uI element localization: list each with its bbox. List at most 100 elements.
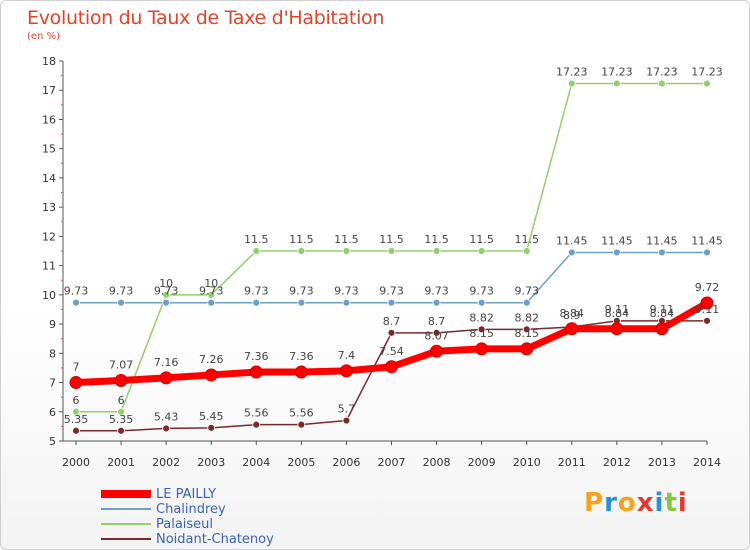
data-point [432, 298, 441, 307]
data-point [342, 416, 351, 425]
x-tick-label: 2008 [423, 456, 451, 469]
y-tick-label: 9 [49, 318, 56, 331]
data-label: 11.45 [691, 234, 723, 247]
x-tick-label: 2004 [242, 456, 270, 469]
data-label: 11.5 [244, 233, 269, 246]
x-tick-label: 2013 [648, 456, 676, 469]
data-point [207, 290, 216, 299]
data-point [703, 316, 711, 325]
x-tick-label: 2002 [152, 456, 180, 469]
data-point [658, 248, 666, 257]
data-point [612, 248, 621, 257]
x-tick-label: 2011 [558, 456, 586, 469]
logo-letter: x [636, 488, 655, 518]
data-point [700, 296, 714, 310]
data-label: 9.73 [334, 285, 359, 298]
y-tick-label: 18 [42, 55, 56, 68]
data-label: 11.5 [379, 233, 404, 246]
data-point [297, 298, 306, 307]
y-tick-label: 6 [49, 406, 56, 419]
data-label: 11.5 [424, 233, 449, 246]
data-label: 8.15 [469, 327, 494, 340]
data-labels-palaiseul: 6 6 10 10 11.5 11.5 11.5 11.5 11.5 11.5 11.5 17.23 1… [73, 66, 723, 407]
data-point [522, 325, 531, 334]
data-point [475, 342, 489, 356]
data-label: 5.45 [199, 410, 224, 423]
data-point [297, 247, 306, 255]
data-label: 7.26 [199, 353, 224, 366]
data-point [72, 426, 80, 435]
data-label: 11.5 [469, 233, 494, 246]
data-point [385, 360, 398, 374]
legend-label: Noidant-Chatenoy [156, 532, 274, 547]
data-point [477, 325, 486, 334]
x-tick-label: 2010 [513, 456, 541, 469]
data-point [430, 344, 444, 358]
data-point [162, 298, 171, 307]
data-labels-le-pailly: 7 7.07 7.16 7.26 7.36 7.36 7.4 7.54 8.07 8.15 8.15… [73, 281, 720, 374]
legend-swatch [101, 508, 151, 510]
data-point [249, 365, 263, 379]
data-label: 8.9 [563, 309, 581, 322]
data-point [339, 364, 353, 378]
x-tick-label: 2012 [603, 456, 631, 469]
data-label: 9.73 [469, 285, 494, 298]
data-point [114, 373, 128, 387]
data-point [162, 290, 171, 299]
logo-letter: i [654, 488, 665, 518]
series-chalindrey [72, 248, 711, 307]
data-label: 11.45 [601, 234, 633, 247]
data-label: 11.45 [646, 234, 678, 247]
data-label: 6 [73, 394, 80, 407]
data-labels-chalindrey: 9.73 9.73 9.73 9.73 9.73 9.73 9.73 9.73 9.73 9.73… [64, 234, 723, 297]
y-tick-label: 16 [42, 113, 56, 126]
data-label: 5.35 [109, 413, 134, 426]
data-point [522, 247, 531, 255]
data-label: 5.56 [289, 407, 314, 420]
data-label: 17.23 [691, 66, 723, 79]
data-point [477, 298, 486, 307]
data-label: 8.7 [383, 315, 401, 328]
x-tick-label: 2007 [378, 456, 406, 469]
y-tick-label: 17 [42, 84, 56, 97]
data-label: 7 [73, 361, 80, 374]
chart-unit-label: (en %) [27, 31, 60, 42]
data-label: 7.36 [289, 350, 314, 363]
data-point [159, 371, 173, 385]
data-label: 10 [204, 277, 218, 290]
data-label: 7.07 [109, 358, 134, 371]
logo-letter: P [584, 488, 605, 518]
data-point [252, 247, 261, 255]
data-label: 9.11 [605, 303, 630, 316]
logo-letter: t [664, 488, 678, 518]
chart-title: Evolution du Taux de Taxe d'Habitation [27, 7, 385, 29]
data-point [207, 423, 216, 432]
logo-letter: r [604, 488, 618, 518]
data-label: 9.73 [379, 285, 404, 298]
data-label: 7.54 [379, 345, 404, 358]
data-point [294, 365, 308, 379]
data-label: 17.23 [556, 66, 588, 79]
data-label: 7.36 [244, 350, 269, 363]
data-label: 6 [118, 394, 125, 407]
y-tick-label: 7 [49, 377, 56, 390]
x-tick-label: 2001 [107, 456, 135, 469]
y-tick-label: 13 [42, 201, 56, 214]
data-point [117, 407, 125, 416]
data-label: 17.23 [646, 66, 678, 79]
legend-label: LE PAILLY [156, 487, 217, 502]
data-point [432, 328, 441, 337]
data-label: 8.82 [514, 311, 539, 324]
data-label: 8.84 [605, 307, 630, 320]
data-point [69, 376, 83, 390]
y-tick-label: 11 [42, 260, 56, 273]
y-tick-label: 15 [42, 143, 56, 156]
data-point [567, 248, 576, 257]
data-point [567, 79, 576, 88]
data-label: 8.7 [428, 315, 446, 328]
data-label: 8.07 [424, 329, 449, 342]
legend-label: Chalindrey [156, 502, 226, 517]
data-point [565, 322, 579, 336]
data-label: 8.84 [650, 307, 675, 320]
data-label: 17.23 [601, 66, 633, 79]
